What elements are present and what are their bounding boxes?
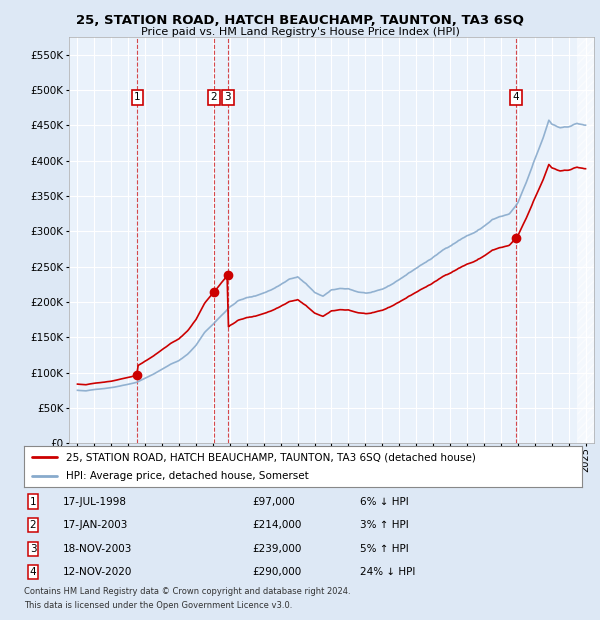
Text: 25, STATION ROAD, HATCH BEAUCHAMP, TAUNTON, TA3 6SQ: 25, STATION ROAD, HATCH BEAUCHAMP, TAUNT…	[76, 14, 524, 27]
Text: £214,000: £214,000	[252, 520, 301, 530]
Text: 3: 3	[224, 92, 231, 102]
Text: £97,000: £97,000	[252, 497, 295, 507]
Text: 24% ↓ HPI: 24% ↓ HPI	[360, 567, 415, 577]
Text: 2: 2	[29, 520, 37, 530]
Text: £290,000: £290,000	[252, 567, 301, 577]
Text: 18-NOV-2003: 18-NOV-2003	[63, 544, 133, 554]
Text: 12-NOV-2020: 12-NOV-2020	[63, 567, 133, 577]
Text: Price paid vs. HM Land Registry's House Price Index (HPI): Price paid vs. HM Land Registry's House …	[140, 27, 460, 37]
Text: 17-JAN-2003: 17-JAN-2003	[63, 520, 128, 530]
Text: 4: 4	[512, 92, 519, 102]
Text: 1: 1	[134, 92, 141, 102]
Text: 6% ↓ HPI: 6% ↓ HPI	[360, 497, 409, 507]
Text: 3: 3	[29, 544, 37, 554]
Text: 2: 2	[211, 92, 217, 102]
Text: 17-JUL-1998: 17-JUL-1998	[63, 497, 127, 507]
Text: 3% ↑ HPI: 3% ↑ HPI	[360, 520, 409, 530]
Text: 5% ↑ HPI: 5% ↑ HPI	[360, 544, 409, 554]
Text: 25, STATION ROAD, HATCH BEAUCHAMP, TAUNTON, TA3 6SQ (detached house): 25, STATION ROAD, HATCH BEAUCHAMP, TAUNT…	[66, 452, 476, 463]
Text: This data is licensed under the Open Government Licence v3.0.: This data is licensed under the Open Gov…	[24, 601, 292, 610]
Text: 1: 1	[29, 497, 37, 507]
Text: 4: 4	[29, 567, 37, 577]
Text: HPI: Average price, detached house, Somerset: HPI: Average price, detached house, Some…	[66, 471, 308, 481]
Text: £239,000: £239,000	[252, 544, 301, 554]
Text: Contains HM Land Registry data © Crown copyright and database right 2024.: Contains HM Land Registry data © Crown c…	[24, 587, 350, 596]
Bar	[577, 37, 594, 443]
